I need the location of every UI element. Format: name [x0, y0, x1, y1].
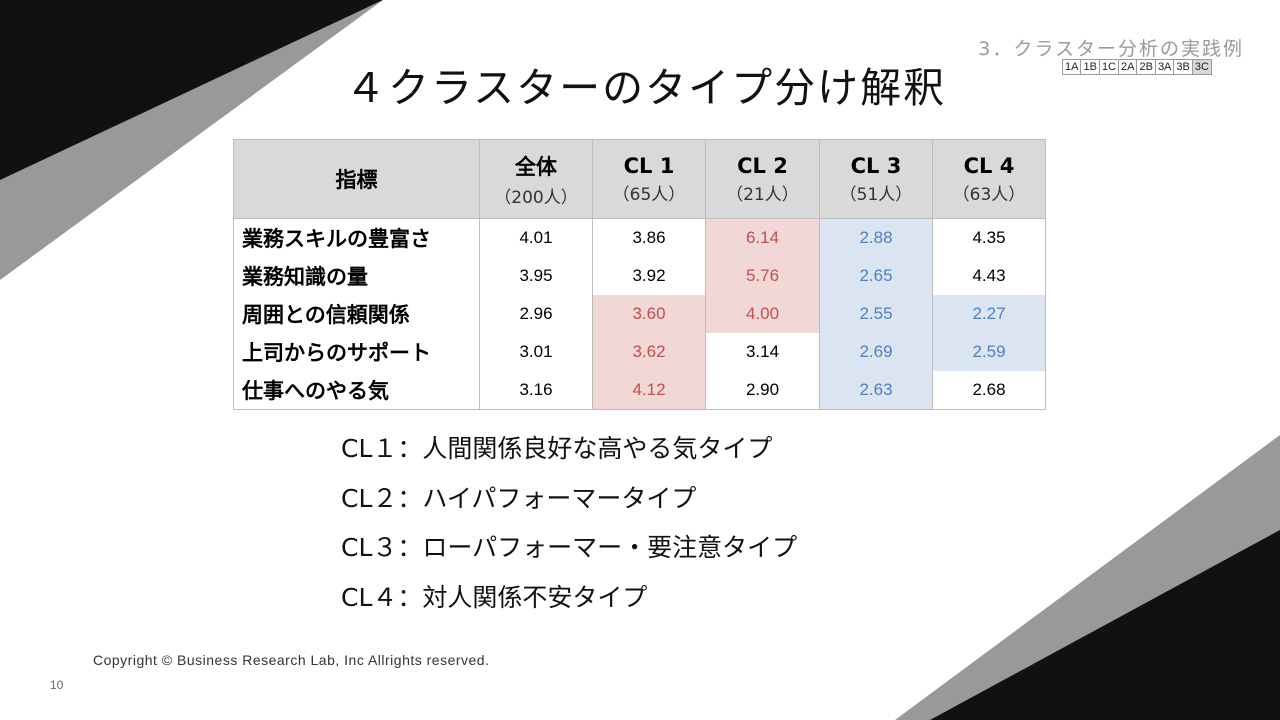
table-cell: 3.62: [592, 333, 706, 371]
table-row: 業務スキルの豊富さ 4.01 3.86 6.14 2.88 4.35: [233, 218, 1046, 257]
table-cell: 3.92: [592, 257, 706, 295]
row-label: 業務知識の量: [233, 257, 480, 295]
section-nav-tabs: 1A 1B 1C 2A 2B 3A 3B 3C: [1062, 59, 1212, 75]
nav-tab-1a[interactable]: 1A: [1063, 60, 1082, 74]
table-cell: 3.60: [592, 295, 706, 333]
table-cell: 2.69: [819, 333, 933, 371]
nav-tab-3a[interactable]: 3A: [1156, 60, 1175, 74]
table-row: 上司からのサポート 3.01 3.62 3.14 2.69 2.59: [233, 333, 1046, 371]
section-title: 3．クラスター分析の実践例: [978, 38, 1244, 60]
table-cell: 4.43: [932, 257, 1046, 295]
legend-item-cl1: CL１：人間関係良好な高やる気タイプ: [341, 434, 773, 463]
page-title: ４クラスターのタイプ分け解釈: [345, 64, 947, 112]
nav-tab-3b[interactable]: 3B: [1174, 60, 1193, 74]
table-cell: 3.95: [479, 257, 593, 295]
table-cell: 2.59: [932, 333, 1046, 371]
row-label: 仕事へのやる気: [233, 371, 480, 410]
cluster-legend: CL１：人間関係良好な高やる気タイプ CL２：ハイパフォーマータイプ CL３：ロ…: [341, 430, 797, 628]
table-cell: 2.65: [819, 257, 933, 295]
nav-tab-2a[interactable]: 2A: [1119, 60, 1138, 74]
header-column: CL 4 （63人）: [932, 139, 1046, 219]
nav-tab-3c[interactable]: 3C: [1192, 60, 1211, 74]
table-row: 周囲との信頼関係 2.96 3.60 4.00 2.55 2.27: [233, 295, 1046, 333]
table-cell: 2.27: [932, 295, 1046, 333]
header-column: CL 1 （65人）: [592, 139, 706, 219]
row-label: 上司からのサポート: [233, 333, 480, 371]
page-number: 10: [50, 678, 64, 692]
table-cell: 2.68: [932, 371, 1046, 410]
table-cell: 4.01: [479, 218, 593, 257]
header-column: CL 3 （51人）: [819, 139, 933, 219]
table-header-row: 指標 全体 （200人） CL 1 （65人） CL 2 （21人） CL 3 （51人…: [233, 139, 1046, 219]
nav-tab-1c[interactable]: 1C: [1100, 60, 1119, 74]
table-cell: 3.01: [479, 333, 593, 371]
nav-tab-1b[interactable]: 1B: [1081, 60, 1100, 74]
copyright-notice: Copyright © Business Research Lab, Inc A…: [93, 652, 490, 668]
nav-tab-2b[interactable]: 2B: [1137, 60, 1156, 74]
cluster-table: 指標 全体 （200人） CL 1 （65人） CL 2 （21人） CL 3 （51人…: [233, 139, 1046, 410]
header-indicator: 指標: [233, 139, 480, 219]
table-cell: 4.00: [705, 295, 820, 333]
table-cell: 2.63: [819, 371, 933, 410]
table-cell: 2.90: [705, 371, 820, 410]
table-row: 業務知識の量 3.95 3.92 5.76 2.65 4.43: [233, 257, 1046, 295]
table-cell: 4.12: [592, 371, 706, 410]
table-cell: 3.16: [479, 371, 593, 410]
header-column: 全体 （200人）: [479, 139, 593, 219]
legend-item-cl3: CL３：ローパフォーマー・要注意タイプ: [341, 533, 798, 562]
table-cell: 6.14: [705, 218, 820, 257]
table-cell: 2.55: [819, 295, 933, 333]
row-label: 業務スキルの豊富さ: [233, 218, 480, 257]
table-cell: 2.96: [479, 295, 593, 333]
table-cell: 2.88: [819, 218, 933, 257]
row-label: 周囲との信頼関係: [233, 295, 480, 333]
table-row: 仕事へのやる気 3.16 4.12 2.90 2.63 2.68: [233, 371, 1046, 410]
header-column: CL 2 （21人）: [705, 139, 820, 219]
table-cell: 5.76: [705, 257, 820, 295]
table-cell: 3.86: [592, 218, 706, 257]
legend-item-cl4: CL４：対人関係不安タイプ: [341, 582, 648, 612]
table-cell: 4.35: [932, 218, 1046, 257]
legend-item-cl2: CL２：ハイパフォーマータイプ: [341, 483, 697, 513]
table-cell: 3.14: [705, 333, 820, 371]
